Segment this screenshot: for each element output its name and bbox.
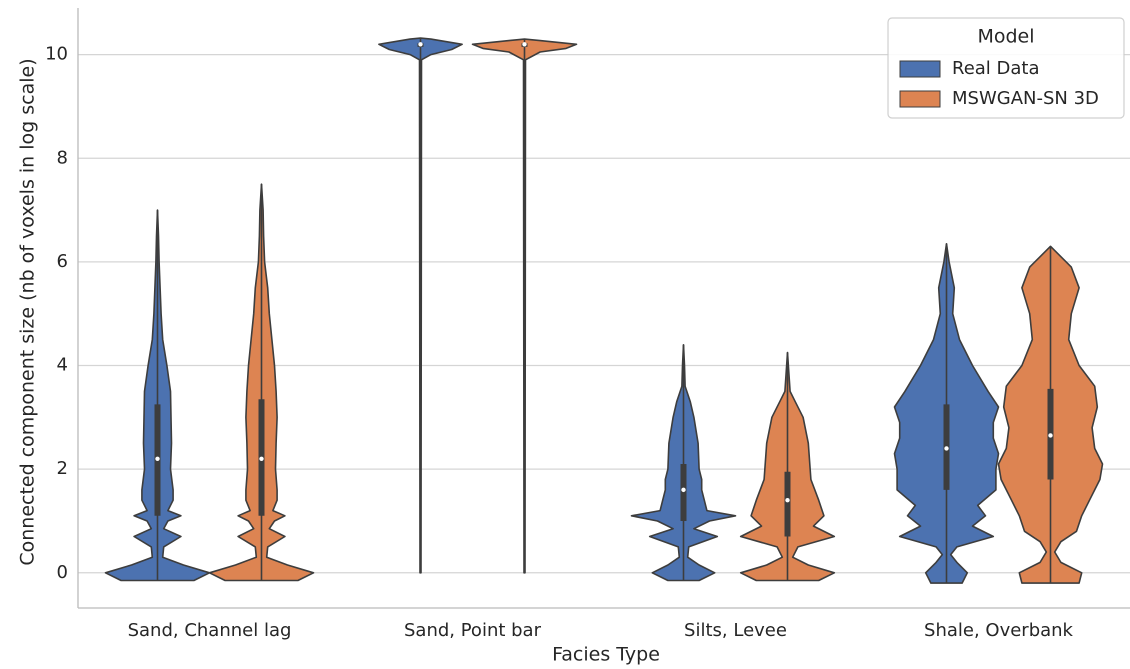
legend-label: MSWGAN-SN 3D — [952, 88, 1099, 109]
median — [1048, 433, 1053, 438]
median — [785, 498, 790, 503]
y-tick-label: 0 — [57, 562, 68, 583]
y-tick-label: 10 — [45, 44, 68, 65]
y-tick-label: 6 — [57, 251, 68, 272]
y-axis-label: Connected component size (nb of voxels i… — [17, 58, 39, 565]
y-tick-label: 2 — [57, 458, 68, 479]
legend-swatch — [899, 90, 941, 108]
x-tick-label: Shale, Overbank — [924, 620, 1074, 641]
legend-swatch — [899, 60, 941, 78]
x-axis-label: Facies Type — [552, 644, 660, 666]
median — [522, 42, 527, 47]
x-tick-label: Sand, Channel lag — [128, 620, 292, 641]
x-tick-label: Sand, Point bar — [404, 620, 542, 641]
y-tick-label: 4 — [57, 355, 68, 376]
legend-label: Real Data — [952, 58, 1040, 79]
x-tick-label: Silts, Levee — [684, 620, 787, 641]
y-tick-label: 8 — [57, 147, 68, 168]
median — [155, 456, 160, 461]
median — [681, 487, 686, 493]
median — [418, 42, 423, 47]
median — [259, 456, 264, 461]
legend: Model Real Data MSWGAN-SN 3D — [887, 17, 1125, 119]
median — [944, 446, 949, 451]
legend-title: Model — [977, 26, 1034, 48]
legend-box — [887, 17, 1125, 119]
